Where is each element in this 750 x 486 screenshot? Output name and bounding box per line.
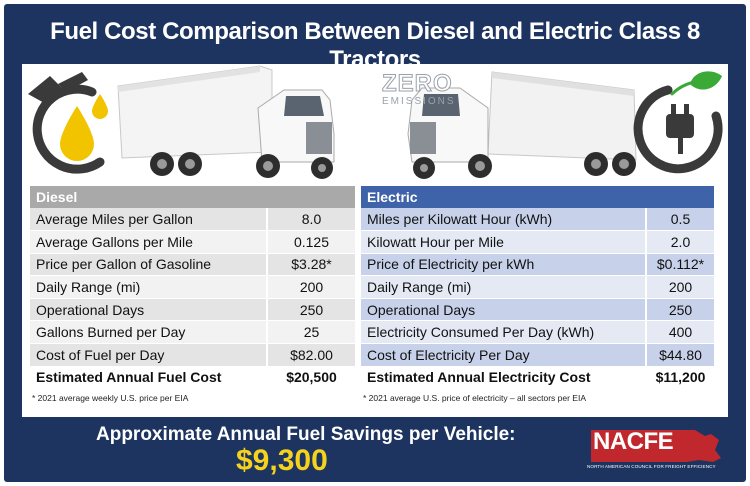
semi-truck-illustration-electric — [407, 71, 723, 179]
diesel-header: Diesel — [30, 186, 355, 208]
row-value: 400 — [645, 320, 714, 345]
semi-truck-illustration — [28, 65, 335, 179]
row-label: Operational Days — [30, 298, 267, 322]
logo-text: NACFE — [593, 428, 674, 455]
row-label: Miles per Kilowatt Hour (kWh) — [361, 208, 646, 232]
table-row: Operational Days 250 — [361, 298, 714, 322]
usa-map-icon — [591, 430, 721, 462]
nacfe-logo: NACFE NORTH AMERICAN COUNCIL FOR FREIGHT… — [587, 424, 729, 476]
row-label: Price of Electricity per kWh — [361, 253, 646, 277]
table-row: Cost of Fuel per Day $82.00 — [30, 343, 355, 367]
row-value: 0.5 — [645, 208, 714, 232]
row-label: Estimated Annual Electricity Cost — [361, 366, 646, 390]
row-value: $0.112* — [645, 253, 714, 277]
table-row: Price of Electricity per kWh $0.112* — [361, 253, 714, 277]
row-value: 0.125 — [266, 230, 355, 254]
zero-emissions-logo: ZERO EMISSIONS — [382, 70, 456, 107]
fuel-nozzle-icon — [28, 72, 105, 174]
row-value: $20,500 — [266, 366, 355, 390]
table-row-total: Estimated Annual Electricity Cost $11,200 — [361, 366, 714, 390]
electric-header: Electric — [361, 186, 714, 208]
table-row: Operational Days 250 — [30, 298, 355, 322]
row-value: 8.0 — [266, 208, 355, 232]
row-value: 200 — [645, 275, 714, 299]
row-value: $82.00 — [266, 343, 355, 367]
row-value: 25 — [266, 320, 355, 345]
table-row: Electricity Consumed Per Day (kWh) 400 — [361, 320, 714, 345]
row-label: Price per Gallon of Gasoline — [30, 253, 267, 277]
leaf-icon — [670, 71, 722, 96]
table-row: Kilowatt Hour per Mile 2.0 — [361, 230, 714, 254]
electric-footnote: * 2021 average U.S. price of electricity… — [363, 393, 586, 403]
infographic-frame: Fuel Cost Comparison Between Diesel and … — [4, 4, 746, 482]
row-value: 250 — [645, 298, 714, 322]
comparison-panel: ZERO EMISSIONS Diesel Average Miles per … — [22, 64, 728, 417]
table-row: Gallons Burned per Day 25 — [30, 320, 355, 345]
page-title: Fuel Cost Comparison Between Diesel and … — [50, 18, 700, 73]
row-label: Cost of Fuel per Day — [30, 343, 267, 367]
row-value: $11,200 — [645, 366, 714, 390]
electric-truck-image: ZERO EMISSIONS — [372, 64, 728, 182]
table-row: Cost of Electricity Per Day $44.80 — [361, 343, 714, 367]
table-row-total: Estimated Annual Fuel Cost $20,500 — [30, 366, 355, 390]
table-row: Price per Gallon of Gasoline $3.28* — [30, 253, 355, 277]
electric-table: Electric Miles per Kilowatt Hour (kWh) 0.… — [361, 186, 714, 390]
diesel-table: Diesel Average Miles per Gallon 8.0 Avera… — [30, 186, 355, 390]
row-label: Average Gallons per Mile — [30, 230, 267, 254]
row-label: Kilowatt Hour per Mile — [361, 230, 646, 254]
row-value: $3.28* — [266, 253, 355, 277]
row-value: 200 — [266, 275, 355, 299]
row-label: Gallons Burned per Day — [30, 320, 267, 345]
row-label: Operational Days — [361, 298, 646, 322]
table-row: Daily Range (mi) 200 — [30, 275, 355, 299]
row-label: Daily Range (mi) — [361, 275, 646, 299]
table-row: Average Gallons per Mile 0.125 — [30, 230, 355, 254]
logo-subtitle: NORTH AMERICAN COUNCIL FOR FREIGHT EFFIC… — [587, 464, 716, 469]
table-row: Miles per Kilowatt Hour (kWh) 0.5 — [361, 208, 714, 232]
row-value: 2.0 — [645, 230, 714, 254]
diesel-truck-image — [22, 64, 367, 182]
row-label: Daily Range (mi) — [30, 275, 267, 299]
row-label: Estimated Annual Fuel Cost — [30, 366, 267, 390]
fuel-drop-icon — [60, 94, 108, 161]
row-label: Cost of Electricity Per Day — [361, 343, 646, 367]
savings-value: $9,300 — [236, 444, 328, 477]
row-label: Average Miles per Gallon — [30, 208, 267, 232]
row-label: Electricity Consumed Per Day (kWh) — [361, 320, 646, 345]
table-row: Daily Range (mi) 200 — [361, 275, 714, 299]
row-value: 250 — [266, 298, 355, 322]
savings-label: Approximate Annual Fuel Savings per Vehi… — [96, 424, 516, 445]
row-value: $44.80 — [645, 343, 714, 367]
table-row: Average Miles per Gallon 8.0 — [30, 208, 355, 232]
diesel-footnote: * 2021 average weekly U.S. price per EIA — [32, 393, 189, 403]
electric-plug-icon — [633, 85, 723, 174]
